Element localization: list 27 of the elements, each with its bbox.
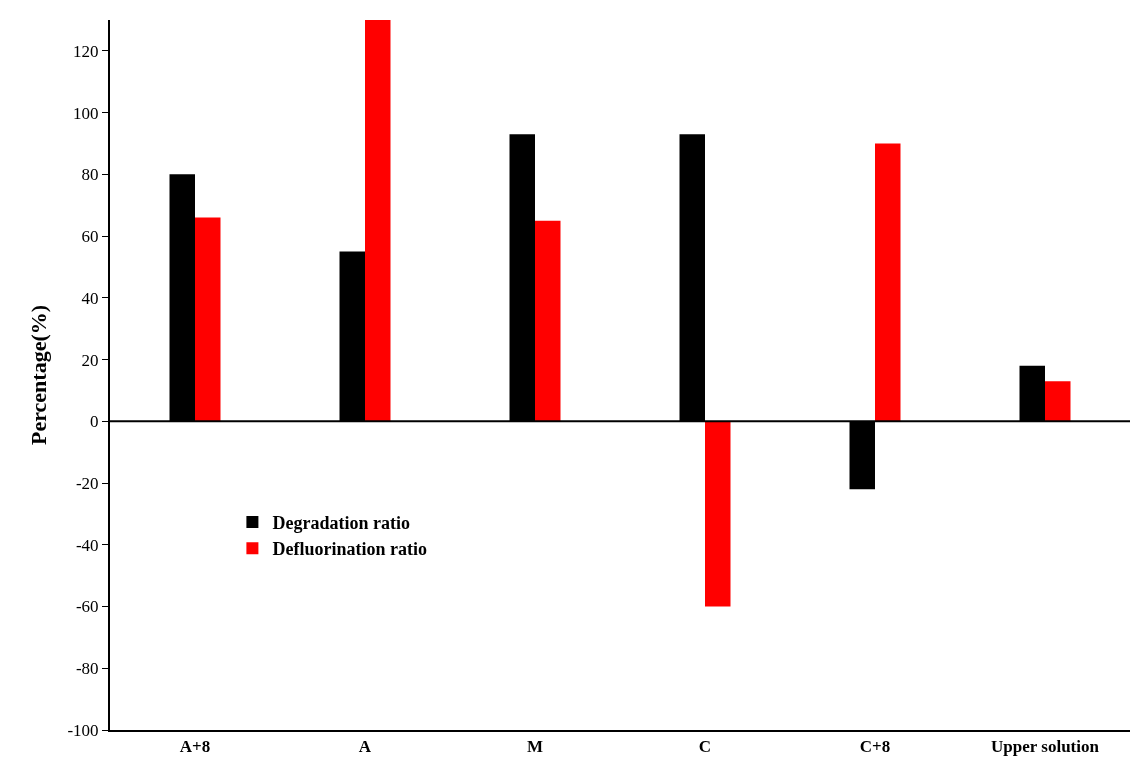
y-tick-label: -20 [75, 473, 99, 493]
y-tick-label: 0 [90, 412, 99, 432]
legend-label: Degradation ratio [272, 512, 410, 533]
y-tick-label: 20 [81, 350, 99, 370]
x-tick-label: A [358, 737, 372, 757]
y-tick-label: 40 [81, 288, 99, 308]
x-tick-label: M [526, 737, 544, 757]
y-tick-label: 60 [81, 227, 99, 247]
x-tick-label: A+8 [179, 737, 211, 757]
y-tick-label: -100 [67, 720, 99, 740]
bar [705, 421, 731, 607]
y-tick-label: 80 [81, 165, 99, 185]
y-tick-label: 120 [73, 41, 99, 61]
x-tick-label: Upper solution [991, 737, 1100, 757]
bar [1045, 381, 1071, 422]
y-tick-label: -60 [75, 597, 99, 617]
y-tick-label: -80 [75, 659, 99, 679]
x-tick-label: C [698, 737, 712, 757]
y-axis-title: Percentage(%) [25, 304, 51, 446]
bar [365, 20, 391, 422]
y-tick-label: -40 [75, 535, 99, 555]
y-tick-label: 100 [73, 103, 99, 123]
bar [875, 143, 901, 422]
x-tick-label: C+8 [859, 737, 891, 757]
legend-label: Defluorination ratio [272, 539, 427, 560]
bar [535, 220, 561, 422]
bar [195, 217, 221, 422]
